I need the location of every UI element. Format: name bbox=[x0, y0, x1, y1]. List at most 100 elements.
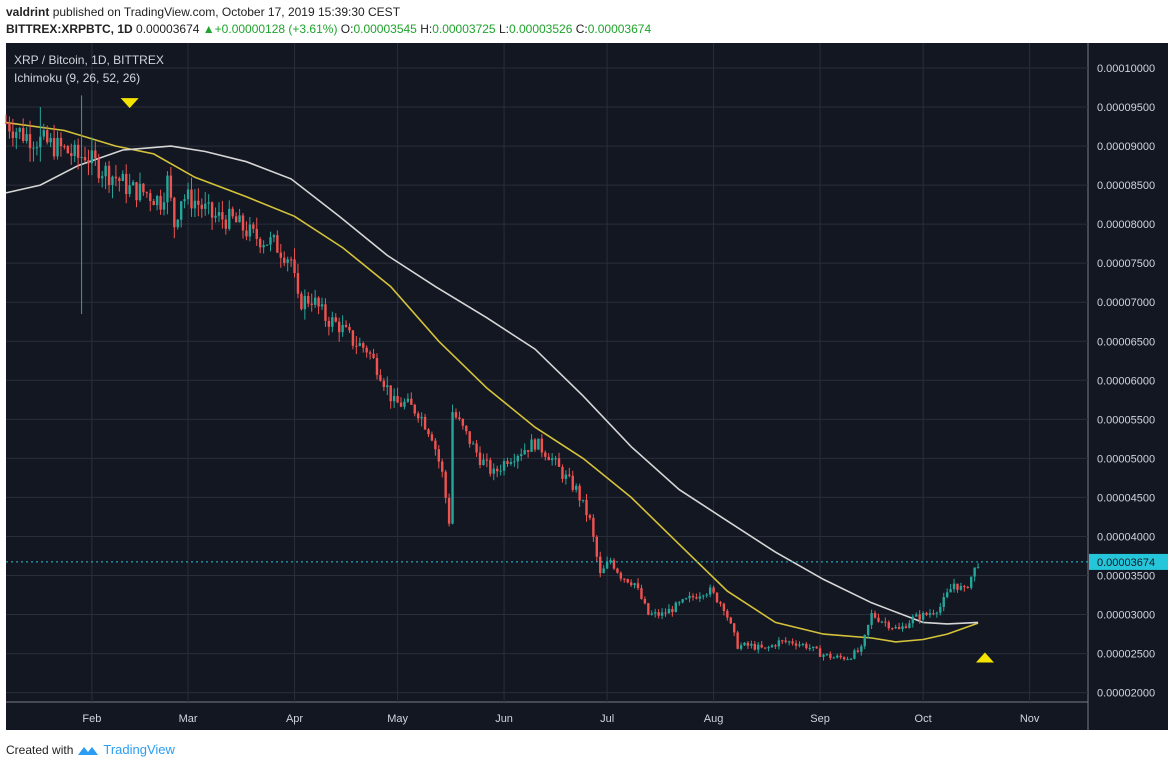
candle-up bbox=[128, 185, 131, 195]
candle-up bbox=[698, 596, 702, 599]
candle-up bbox=[386, 385, 389, 388]
candle-up bbox=[708, 587, 712, 595]
candle-up bbox=[341, 324, 344, 333]
candle-down bbox=[736, 632, 739, 649]
candle-up bbox=[633, 583, 636, 586]
candle-up bbox=[860, 646, 863, 652]
candle-up bbox=[945, 592, 949, 598]
candle-up bbox=[15, 131, 18, 138]
candle-down bbox=[897, 627, 901, 630]
candle-down bbox=[197, 200, 200, 205]
candle-down bbox=[375, 358, 379, 376]
last-price-box bbox=[1089, 553, 1168, 570]
candle-up bbox=[32, 147, 35, 149]
candle-down bbox=[856, 650, 860, 652]
candle-down bbox=[169, 175, 173, 198]
low-label: L: bbox=[498, 22, 509, 36]
candle-up bbox=[104, 165, 107, 177]
candle-up bbox=[787, 641, 791, 643]
candles bbox=[4, 95, 980, 661]
candle-up bbox=[743, 642, 746, 646]
candle-down bbox=[327, 320, 331, 327]
candle-down bbox=[210, 202, 214, 218]
candle-down bbox=[506, 461, 509, 464]
candle-up bbox=[499, 470, 502, 472]
candle-down bbox=[458, 417, 461, 420]
tradingview-brand[interactable]: TradingView bbox=[103, 742, 175, 757]
candle-up bbox=[866, 624, 870, 635]
candle-down bbox=[344, 324, 348, 327]
candle-up bbox=[812, 646, 815, 648]
candle-down bbox=[629, 582, 633, 586]
candle-down bbox=[365, 347, 368, 353]
candle-up bbox=[750, 643, 753, 646]
close-label: C: bbox=[575, 22, 588, 36]
candle-up bbox=[942, 597, 945, 607]
candle-down bbox=[873, 613, 877, 618]
candle-down bbox=[640, 588, 643, 599]
candle-down bbox=[468, 431, 471, 444]
candle-down bbox=[66, 146, 70, 154]
candle-up bbox=[25, 134, 28, 141]
candle-up bbox=[684, 598, 688, 600]
candle-down bbox=[691, 595, 695, 598]
candle-up bbox=[313, 297, 317, 305]
high-label: H: bbox=[420, 22, 433, 36]
candle-up bbox=[846, 659, 849, 661]
candle-down bbox=[904, 626, 908, 629]
candle-up bbox=[451, 412, 454, 524]
candle-up bbox=[825, 653, 829, 655]
candle-down bbox=[647, 603, 650, 615]
candle-up bbox=[911, 616, 915, 624]
price-chart[interactable]: 0.00010000 0.00009500 0.00009000 0.00008500… bbox=[0, 40, 1174, 730]
candle-up bbox=[973, 567, 976, 577]
price-tick-label: 0.00004000 bbox=[1097, 531, 1155, 543]
candle-up bbox=[921, 612, 925, 620]
candle-down bbox=[526, 450, 530, 452]
candle-up bbox=[822, 654, 825, 657]
candle-down bbox=[76, 144, 80, 158]
candle-down bbox=[722, 603, 726, 611]
candle-down bbox=[423, 416, 427, 430]
price-tick-label: 0.00005500 bbox=[1097, 414, 1155, 426]
candle-down bbox=[28, 134, 32, 149]
candle-up bbox=[155, 195, 159, 206]
candle-up bbox=[959, 586, 963, 590]
moving-average-lines bbox=[5, 121, 979, 643]
candle-down bbox=[489, 459, 492, 474]
candle-up bbox=[537, 438, 540, 450]
candle-down bbox=[715, 592, 719, 603]
candle-up bbox=[166, 175, 169, 203]
candle-up bbox=[605, 562, 609, 569]
candle-down bbox=[234, 216, 238, 223]
candle-down bbox=[310, 303, 313, 305]
candle-up bbox=[265, 244, 269, 246]
candle-down bbox=[8, 122, 11, 132]
candle-up bbox=[939, 606, 942, 613]
candle-up bbox=[853, 650, 856, 659]
candle-up bbox=[162, 202, 166, 210]
price-tick-label: 0.00008500 bbox=[1097, 180, 1155, 192]
candle-down bbox=[592, 517, 595, 537]
candle-down bbox=[52, 138, 56, 157]
candle-down bbox=[145, 192, 149, 194]
candle-down bbox=[475, 443, 478, 453]
candle-down bbox=[729, 617, 732, 624]
candle-down bbox=[454, 412, 458, 418]
price-tick-label: 0.00003500 bbox=[1097, 571, 1155, 583]
candle-down bbox=[382, 380, 386, 388]
candle-up bbox=[73, 144, 76, 157]
candle-up bbox=[111, 176, 114, 186]
time-tick-label: Oct bbox=[915, 713, 932, 725]
candle-up bbox=[42, 130, 45, 137]
price-tick-label: 0.00003000 bbox=[1097, 610, 1155, 622]
candle-down bbox=[389, 385, 392, 402]
publisher-name[interactable]: valdrint bbox=[6, 5, 50, 19]
candle-up bbox=[849, 658, 853, 660]
candle-down bbox=[279, 252, 282, 258]
candle-down bbox=[839, 655, 842, 658]
time-axis-labels: Feb Mar Apr May Jun Jul Aug Sep Oct Nov bbox=[82, 713, 1039, 725]
price-tick-label: 0.00010000 bbox=[1097, 63, 1155, 75]
candle-down bbox=[293, 259, 296, 274]
candle-down bbox=[437, 449, 440, 462]
